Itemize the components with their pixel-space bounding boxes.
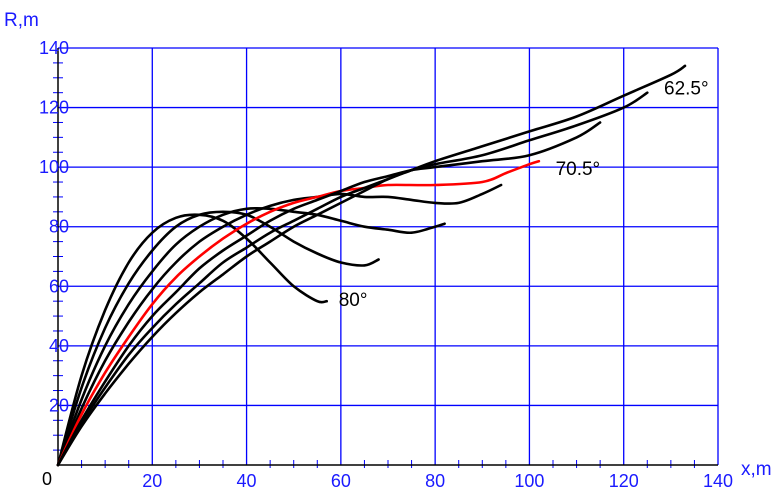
y-tick-label: 20 <box>49 395 69 415</box>
x-axis-label: x,m <box>741 459 772 480</box>
angle-annotation: 80° <box>339 290 368 311</box>
y-tick-label: 40 <box>49 336 69 356</box>
curve-1 <box>56 213 328 467</box>
y-tick-label: 140 <box>39 38 69 58</box>
curves <box>56 64 687 467</box>
y-tick-label: 100 <box>39 157 69 177</box>
x-tick-label: 140 <box>703 471 733 491</box>
angle-annotation: 62.5° <box>664 79 709 100</box>
angle-annotation: 70.5° <box>556 159 601 180</box>
curve-2 <box>56 210 380 467</box>
curve-4 <box>56 183 503 467</box>
curve-6 <box>56 121 602 467</box>
annotations: 80° 70.5° 62.5° <box>339 79 709 311</box>
origin-label: 0 <box>42 469 52 489</box>
x-tick-label: 60 <box>331 471 351 491</box>
highlight-curve <box>56 159 541 467</box>
curve-8 <box>56 64 687 467</box>
x-tick-label: 120 <box>609 471 639 491</box>
x-tick-label: 100 <box>514 471 544 491</box>
y-tick-label: 120 <box>39 98 69 118</box>
x-tick-label: 20 <box>142 471 162 491</box>
y-tick-label: 60 <box>49 276 69 296</box>
grid-lines <box>53 47 719 468</box>
axes <box>57 48 718 466</box>
y-tick-label: 80 <box>49 217 69 237</box>
y-tick-labels: 20 40 60 80 100 120 140 <box>39 38 69 415</box>
curve-3 <box>56 206 446 467</box>
x-tick-label: 40 <box>237 471 257 491</box>
y-axis-label: R,m <box>4 10 39 31</box>
x-tick-labels: 20 40 60 80 100 120 140 <box>142 471 733 491</box>
curve-7 <box>56 91 649 467</box>
x-tick-label: 80 <box>425 471 445 491</box>
